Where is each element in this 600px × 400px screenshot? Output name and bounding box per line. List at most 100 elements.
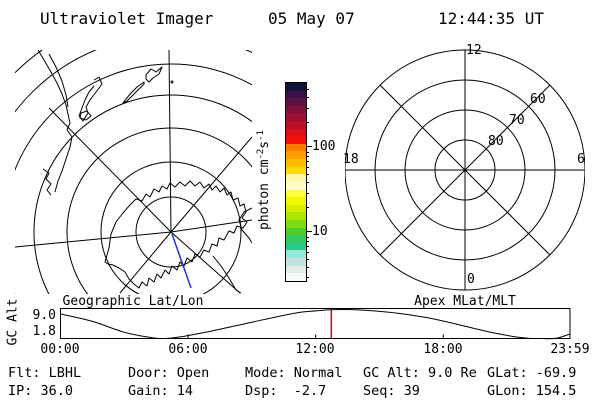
timeline-xtick-0000: 00:00 xyxy=(40,342,80,357)
colorbar-band xyxy=(286,212,306,220)
timeline-frame xyxy=(60,308,571,339)
timeline-xtick-1800: 18:00 xyxy=(423,342,463,357)
colorbar-tick-mark xyxy=(306,252,309,253)
colorbar-tick-mark xyxy=(306,146,312,147)
mlt-label-0: 0 xyxy=(467,272,475,287)
colorbar-tick-mark xyxy=(306,182,309,183)
colorbar-tick-mark xyxy=(306,89,309,90)
status-door: Door: Open xyxy=(128,365,210,381)
colorbar-band xyxy=(286,159,306,167)
mlt-spokes xyxy=(345,50,585,290)
colorbar-tick-mark xyxy=(306,108,309,109)
mlat-ring-label-80: 80 xyxy=(488,134,504,149)
geographic-map xyxy=(15,50,252,294)
status-glat: GLat: -69.9 xyxy=(487,365,577,381)
colorbar-band xyxy=(286,189,306,198)
mlat-ring-label-70: 70 xyxy=(509,113,525,128)
mlt-label-12: 12 xyxy=(466,43,482,58)
orbit-altitude-curve xyxy=(60,308,571,340)
colorbar-band xyxy=(286,227,306,236)
mlt-label-18: 18 xyxy=(343,152,359,167)
island-loop xyxy=(79,110,92,121)
colorbar-tick-100: 100 xyxy=(312,139,336,154)
small-island-dot xyxy=(170,80,174,84)
status-flt: Flt: LBHL xyxy=(8,365,82,381)
colorbar-band xyxy=(286,265,306,274)
colorbar-band xyxy=(286,242,306,251)
mlt-label-6: 6 xyxy=(577,152,585,167)
status-mode: Mode: Normal xyxy=(245,365,343,381)
colorbar-band xyxy=(286,143,306,152)
status-seq: Seq: 39 xyxy=(363,383,420,399)
colorbar-tick-mark xyxy=(306,161,309,162)
colorbar-unit-label: photon cm-2s-1 xyxy=(255,130,273,230)
colorbar-tick-mark xyxy=(306,259,309,260)
colorbar-tick-mark xyxy=(306,193,309,194)
page-title: Ultraviolet Imager xyxy=(40,9,214,28)
status-ip: IP: 36.0 xyxy=(8,383,74,399)
tasmania-marks xyxy=(42,168,52,196)
colorbar-band xyxy=(286,121,306,129)
timeline-ylabel: GC Alt xyxy=(5,298,21,346)
header-time: 12:44:35 UT xyxy=(438,9,544,28)
new-zealand-north-island xyxy=(145,66,163,83)
coast-cape xyxy=(78,76,103,122)
colorbar-band xyxy=(286,166,306,175)
meridian-lines xyxy=(15,50,252,294)
colorbar-tick-mark xyxy=(306,174,309,175)
australia-coast xyxy=(37,50,73,193)
apex-plot-caption: Apex MLat/MLT xyxy=(414,294,516,309)
colorbar-band xyxy=(286,174,306,182)
timeline-axis-ticks xyxy=(187,334,444,339)
coast-fragment-southeast xyxy=(212,255,242,294)
colorbar-band xyxy=(286,136,306,144)
status-dsp: Dsp: -2.7 xyxy=(245,383,327,399)
colorbar-band xyxy=(286,113,306,122)
apex-polar-plot xyxy=(345,49,585,291)
colorbar-band xyxy=(286,90,306,99)
header-date: 05 May 07 xyxy=(268,9,355,28)
colorbar-band xyxy=(286,128,306,137)
colorbar-tick-mark xyxy=(306,167,309,168)
spacecraft-track-line xyxy=(171,233,192,289)
colorbar-tick-mark xyxy=(306,122,309,123)
colorbar-tick-mark xyxy=(306,241,309,242)
timeline-chart xyxy=(60,308,571,340)
colorbar-tick-mark xyxy=(306,207,309,208)
new-zealand-south-island xyxy=(122,81,145,104)
colorbar-tick-mark xyxy=(306,267,309,268)
colorbar-band xyxy=(286,235,306,243)
colorbar-band xyxy=(286,273,306,281)
colorbar-band xyxy=(286,181,306,190)
status-gc-alt: GC Alt: 9.0 Re xyxy=(363,365,477,381)
colorbar-tick-10: 10 xyxy=(312,224,328,239)
geo-map-caption: Geographic Lat/Lon xyxy=(62,294,204,309)
colorbar-tick-mark xyxy=(306,246,309,247)
colorbar-band xyxy=(286,197,306,205)
mlat-ring-label-60: 60 xyxy=(530,92,546,107)
timeline-ytick-1_8: 1.8 xyxy=(32,324,56,339)
timeline-xtick-0600: 06:00 xyxy=(168,342,208,357)
colorbar-band xyxy=(286,250,306,259)
colorbar-tick-mark xyxy=(306,152,309,153)
colorbar-band xyxy=(286,151,306,160)
timeline-xtick-2359: 23:59 xyxy=(550,342,590,357)
colorbar-band xyxy=(286,258,306,266)
timeline-ytick-9: 9.0 xyxy=(32,308,56,323)
antarctica-coast xyxy=(104,180,248,289)
timeline-xtick-1200: 12:00 xyxy=(295,342,335,357)
status-glon: GLon: 154.5 xyxy=(487,383,577,399)
colorbar-band xyxy=(286,105,306,114)
coast-fragment-east xyxy=(238,207,252,244)
latitude-circles xyxy=(15,50,252,294)
australia-coast-inner xyxy=(48,53,69,108)
colorbar-tick-mark xyxy=(306,277,309,278)
coastlines xyxy=(37,50,252,294)
colorbar-band xyxy=(286,83,306,91)
colorbar-tick-mark xyxy=(306,231,312,232)
colorbar-tick-mark xyxy=(306,156,309,157)
status-gain: Gain: 14 xyxy=(128,383,194,399)
colorbar-tick-mark xyxy=(306,237,309,238)
colorbar-band xyxy=(286,219,306,228)
